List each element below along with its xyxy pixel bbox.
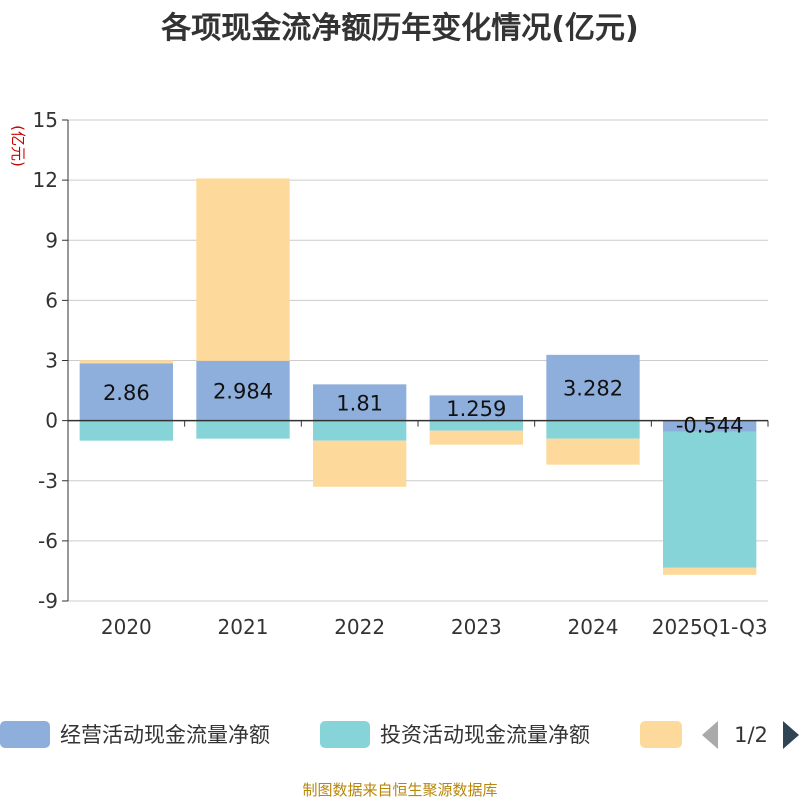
x-tick-label: 2024 <box>568 615 619 639</box>
y-tick-label: -6 <box>38 529 58 553</box>
x-tick-label: 2020 <box>101 615 152 639</box>
legend: 经营活动现金流量净额 投资活动现金流量净额 1/2 <box>0 721 799 749</box>
bar-series-2 <box>313 420 407 441</box>
legend-page-indicator: 1/2 <box>734 723 768 747</box>
bars-group <box>79 178 757 575</box>
bar-series-1 <box>79 363 173 421</box>
bar-series-1 <box>663 420 757 432</box>
bar-series-3 <box>313 440 407 487</box>
legend-next-icon[interactable] <box>783 721 799 749</box>
data-label: 2.984 <box>213 380 273 404</box>
y-tick-label: 3 <box>45 349 58 373</box>
y-tick-label: 6 <box>45 288 58 312</box>
y-tick-label: 0 <box>45 409 58 433</box>
y-tick-label: 12 <box>33 168 58 192</box>
data-labels: 2.86 2.984 1.81 1.259 3.282 -0.544 <box>103 377 744 438</box>
bar-series-1 <box>546 354 640 421</box>
legend-swatch[interactable] <box>320 721 370 748</box>
data-label: -0.544 <box>676 414 744 438</box>
x-tick-label: 2025Q1-Q3 <box>652 615 768 639</box>
x-tick-label: 2022 <box>334 615 385 639</box>
chart-title: 各项现金流净额历年变化情况(亿元) <box>160 11 638 46</box>
x-axis-ticks: 2020 2021 2022 2023 2024 2025Q1-Q3 <box>101 615 768 639</box>
y-tick-label: 9 <box>45 228 58 252</box>
bar-series-3 <box>663 567 757 575</box>
bar-series-2 <box>546 420 640 439</box>
bar-series-3 <box>79 360 173 364</box>
legend-swatch[interactable] <box>640 721 682 748</box>
y-tick-label: 15 <box>33 108 58 132</box>
data-label: 1.81 <box>336 391 383 415</box>
legend-label[interactable]: 经营活动现金流量净额 <box>60 723 270 747</box>
legend-swatch[interactable] <box>0 721 50 748</box>
bar-series-3 <box>429 430 523 445</box>
data-label: 3.282 <box>563 377 623 401</box>
bar-series-2 <box>196 420 290 439</box>
legend-prev-icon[interactable] <box>702 721 718 749</box>
y-tick-label: -3 <box>38 469 58 493</box>
bar-series-3 <box>546 438 640 465</box>
y-tick-label: -9 <box>38 589 58 613</box>
legend-label[interactable]: 投资活动现金流量净额 <box>380 723 590 747</box>
bar-series-3 <box>196 178 290 361</box>
grid-lines <box>68 119 768 602</box>
axes <box>67 120 769 601</box>
bar-series-1 <box>196 360 290 421</box>
bar-series-2 <box>79 420 173 441</box>
y-axis-ticks: 15 12 9 6 3 0 -3 -6 -9 <box>33 108 68 613</box>
bar-series-2 <box>429 420 523 431</box>
bar-series-2 <box>663 431 757 568</box>
data-label: 2.86 <box>103 381 150 405</box>
x-tick-label: 2023 <box>451 615 502 639</box>
source-note: 制图数据来自恒生聚源数据库 <box>302 781 497 799</box>
bar-series-1 <box>429 395 523 421</box>
data-label: 1.259 <box>446 397 506 421</box>
x-tick-label: 2021 <box>218 615 269 639</box>
bar-series-1 <box>313 384 407 421</box>
y-axis-label: (亿元) <box>9 125 27 167</box>
